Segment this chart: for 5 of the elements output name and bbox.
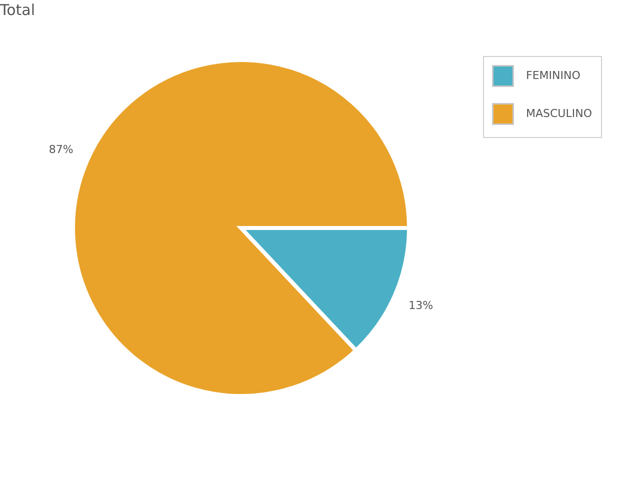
legend-label: MASCULINO xyxy=(526,107,592,120)
legend-label: FEMININO xyxy=(526,69,581,82)
data-label: 13% xyxy=(408,298,434,312)
data-label: 87% xyxy=(48,143,74,156)
chart-title: Total xyxy=(0,1,36,19)
